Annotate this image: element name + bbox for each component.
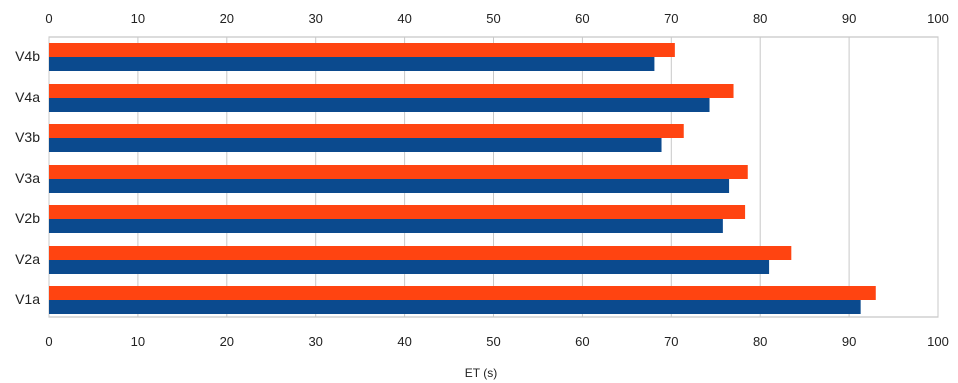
top-tick-label: 0 (45, 11, 52, 26)
bar-v4b-series-2 (49, 57, 655, 71)
bar-v3a-series-1 (49, 165, 748, 179)
bar-v3b-series-1 (49, 124, 684, 138)
bar-v1a-series-2 (49, 300, 861, 314)
bar-v1a-series-1 (49, 286, 876, 300)
category-label: V4b (15, 48, 40, 64)
bottom-tick-label: 100 (927, 334, 949, 349)
bar-v4a-series-1 (49, 84, 734, 98)
bottom-tick-label: 50 (486, 334, 500, 349)
category-label: V1a (15, 291, 40, 307)
bottom-axis-ticks: 0 10 20 30 40 50 60 70 80 90 100 (45, 334, 948, 349)
bottom-tick-label: 30 (308, 334, 322, 349)
top-tick-label: 100 (927, 11, 949, 26)
top-tick-label: 10 (131, 11, 145, 26)
category-label: V4a (15, 89, 40, 105)
bottom-tick-label: 80 (753, 334, 767, 349)
top-tick-label: 40 (397, 11, 411, 26)
bottom-tick-label: 20 (220, 334, 234, 349)
bottom-tick-label: 10 (131, 334, 145, 349)
bottom-tick-label: 90 (842, 334, 856, 349)
top-tick-label: 20 (220, 11, 234, 26)
top-tick-label: 70 (664, 11, 678, 26)
bottom-tick-label: 70 (664, 334, 678, 349)
top-tick-label: 90 (842, 11, 856, 26)
bottom-tick-label: 40 (397, 334, 411, 349)
top-tick-label: 50 (486, 11, 500, 26)
top-tick-label: 80 (753, 11, 767, 26)
category-labels: V4b V4a V3b V3a V2b V2a V1a (15, 48, 40, 307)
bottom-tick-label: 60 (575, 334, 589, 349)
bar-v2a-series-1 (49, 246, 792, 260)
bar-v2a-series-2 (49, 260, 770, 274)
category-label: V3b (15, 129, 40, 145)
category-label: V2a (15, 251, 40, 267)
bar-v2b-series-1 (49, 205, 746, 219)
bar-v4a-series-2 (49, 98, 710, 112)
top-tick-label: 60 (575, 11, 589, 26)
category-label: V2b (15, 210, 40, 226)
top-axis-ticks: 0 10 20 30 40 50 60 70 80 90 100 (45, 11, 948, 26)
bar-v3a-series-2 (49, 179, 730, 193)
bar-v4b-series-1 (49, 43, 675, 57)
bar-v2b-series-2 (49, 219, 723, 233)
x-axis-title: ET (s) (465, 366, 497, 380)
bars (49, 43, 876, 314)
top-tick-label: 30 (308, 11, 322, 26)
category-label: V3a (15, 170, 40, 186)
bottom-tick-label: 0 (45, 334, 52, 349)
bar-v3b-series-2 (49, 138, 662, 152)
